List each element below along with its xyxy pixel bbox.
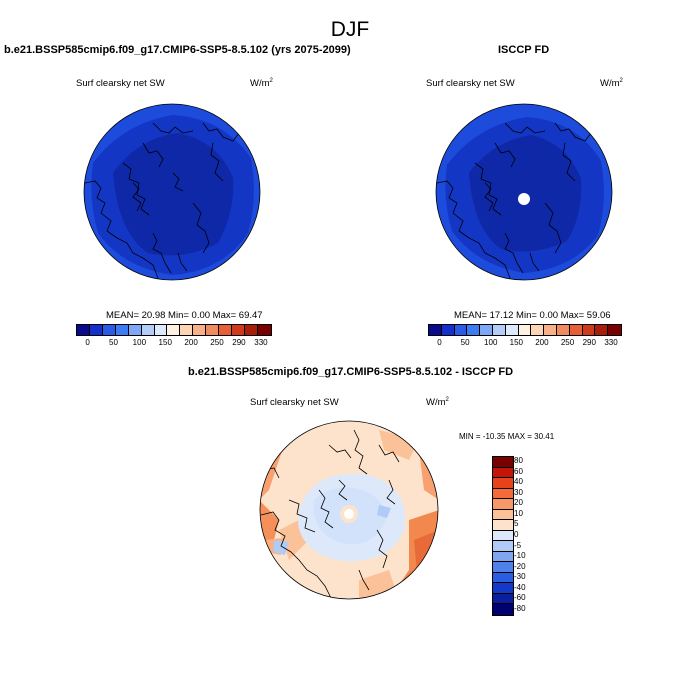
colorbar-swatch [493, 509, 513, 521]
colorbar-swatch [154, 325, 168, 335]
colorbar-tick-label: 200 [184, 338, 198, 347]
colorbar-tick-label: 290 [582, 338, 596, 347]
colorbar-swatch [167, 325, 181, 335]
diff-panel-title: b.e21.BSSP585cmip6.f09_g17.CMIP6-SSP5-8.… [188, 366, 514, 378]
colorbar-tick-label: 330 [254, 338, 268, 347]
right-variable-label: Surf clearsky net SW [426, 78, 515, 89]
colorbar-swatch [454, 325, 468, 335]
right-panel-title: ISCCP FD [498, 44, 550, 56]
colorbar-tick-label: 10 [514, 508, 523, 518]
colorbar-tick-label: -5 [514, 540, 522, 550]
colorbar-swatch [518, 325, 532, 335]
colorbar-swatch [569, 325, 583, 335]
colorbar-swatch [493, 604, 513, 615]
colorbar-tick-label: 40 [514, 477, 523, 487]
colorbar-swatch [115, 325, 129, 335]
colorbar-swatch [180, 325, 194, 335]
colorbar-swatch [505, 325, 519, 335]
right-colorbar [428, 324, 622, 336]
colorbar-swatch [493, 551, 513, 563]
colorbar-tick-label: -40 [514, 582, 526, 592]
left-colorbar-labels: 0 50 100 150 200 250 290 330 [76, 338, 270, 350]
colorbar-swatch [219, 325, 233, 335]
colorbar-swatch [544, 325, 557, 335]
left-polar-map [83, 103, 261, 281]
colorbar-tick-label: 0 [514, 530, 519, 539]
colorbar-swatch [232, 325, 245, 335]
left-panel-title: b.e21.BSSP585cmip6.f09_g17.CMIP6-SSP5-8.… [4, 44, 351, 56]
right-stats: MEAN= 17.12 Min= 0.00 Max= 59.06 [454, 310, 611, 321]
colorbar-tick-label: 50 [109, 338, 118, 347]
colorbar-tick-label: 5 [514, 519, 519, 529]
colorbar-tick-label: 80 [514, 456, 523, 466]
colorbar-tick-label: 330 [604, 338, 618, 347]
colorbar-swatch [493, 478, 513, 489]
colorbar-tick-label: 250 [210, 338, 224, 347]
colorbar-swatch [582, 325, 596, 335]
colorbar-tick-label: 50 [460, 338, 470, 347]
colorbar-tick-label: 60 [514, 466, 523, 476]
colorbar-tick-label: 290 [232, 338, 246, 347]
left-stats: MEAN= 20.98 Min= 0.00 Max= 69.47 [106, 310, 263, 321]
colorbar-tick-label: -80 [514, 603, 526, 613]
colorbar-swatch [128, 325, 142, 335]
colorbar-tick-label: -20 [514, 561, 526, 571]
diff-polar-map [259, 420, 439, 600]
colorbar-tick-label: 0 [437, 338, 442, 347]
colorbar-tick-label: 200 [535, 338, 549, 347]
colorbar-tick-label: 0 [85, 338, 90, 347]
colorbar-tick-label: -10 [514, 551, 526, 561]
colorbar-swatch [102, 325, 116, 335]
right-polar-map [435, 103, 613, 281]
colorbar-tick-label: 100 [132, 338, 147, 347]
colorbar-tick-label: 20 [514, 498, 523, 508]
left-units-label: W/m2 [250, 78, 273, 90]
figure-title: DJF [330, 18, 370, 41]
colorbar-tick-label: 150 [158, 338, 172, 347]
colorbar-swatch [493, 467, 513, 479]
right-units-label: W/m2 [600, 78, 623, 90]
left-colorbar [76, 324, 272, 336]
colorbar-swatch [141, 325, 155, 335]
colorbar-swatch [480, 325, 493, 335]
colorbar-swatch [193, 325, 207, 335]
diff-colorbar [492, 456, 514, 616]
colorbar-swatch [493, 572, 513, 584]
colorbar-tick-label: 100 [484, 338, 498, 347]
colorbar-tick-label: 150 [509, 338, 523, 347]
colorbar-swatch [595, 325, 609, 335]
diff-stats: MIN = -10.35 MAX = 30.41 [459, 432, 555, 441]
colorbar-swatch [467, 325, 481, 335]
right-colorbar-labels: 0 50 100 150 200 250 290 330 [428, 338, 620, 350]
colorbar-swatch [244, 325, 258, 335]
colorbar-swatch [556, 325, 570, 335]
colorbar-swatch [493, 488, 513, 500]
colorbar-swatch [257, 325, 271, 335]
colorbar-swatch [492, 325, 506, 335]
colorbar-swatch [493, 520, 513, 531]
colorbar-swatch [493, 583, 513, 594]
colorbar-tick-label: -30 [514, 572, 526, 582]
colorbar-tick-label: 250 [560, 338, 575, 347]
colorbar-swatch [531, 325, 545, 335]
diff-units-label: W/m2 [426, 397, 449, 409]
colorbar-swatch [493, 541, 513, 552]
colorbar-swatch [429, 325, 442, 335]
colorbar-swatch [89, 325, 103, 335]
colorbar-swatch [493, 530, 513, 542]
colorbar-swatch [493, 457, 513, 468]
colorbar-swatch [493, 593, 513, 605]
colorbar-tick-label: -60 [514, 593, 526, 603]
colorbar-swatch [441, 325, 455, 335]
diff-colorbar-labels: 80 60 40 30 20 10 5 0 -5 -10 -20 -30 -40 -60 -80 [512, 456, 542, 614]
left-variable-label: Surf clearsky net SW [76, 78, 165, 89]
colorbar-swatch [493, 562, 513, 573]
colorbar-swatch [77, 325, 90, 335]
colorbar-swatch [493, 499, 513, 510]
diff-variable-label: Surf clearsky net SW [250, 397, 339, 408]
colorbar-swatch [206, 325, 220, 335]
colorbar-swatch [608, 325, 621, 335]
colorbar-tick-label: 30 [514, 487, 523, 497]
